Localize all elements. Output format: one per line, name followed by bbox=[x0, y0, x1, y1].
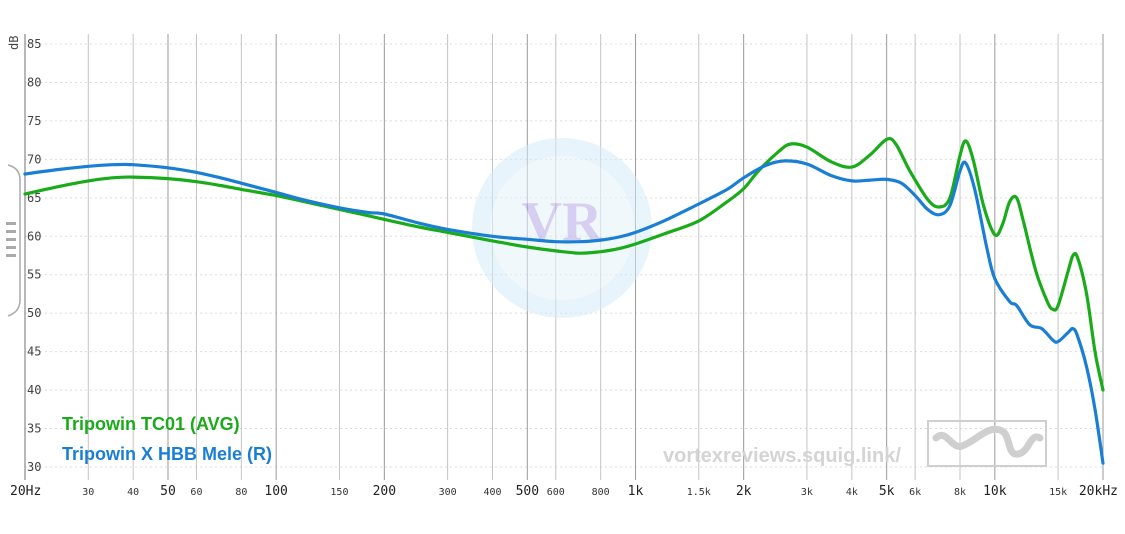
scale-handle-grip-5 bbox=[6, 254, 16, 257]
x-tick-label: 1.5k bbox=[687, 487, 711, 498]
x-tick-label: 100 bbox=[264, 484, 287, 499]
y-tick-label: 80 bbox=[27, 75, 41, 89]
scale-handle-grip-2 bbox=[6, 230, 16, 233]
scale-handle-grip-1 bbox=[6, 222, 16, 225]
x-tick-label: 20kHz bbox=[1079, 484, 1118, 499]
x-tick-label: 50 bbox=[160, 484, 176, 499]
scale-handle-grip-4 bbox=[6, 246, 16, 249]
x-tick-label: 3k bbox=[801, 487, 813, 498]
x-tick-label: 10k bbox=[983, 484, 1007, 499]
x-tick-label: 400 bbox=[483, 487, 501, 498]
y-tick-label: 75 bbox=[27, 114, 41, 128]
x-tick-label: 5k bbox=[879, 484, 895, 499]
x-tick-label: 60 bbox=[190, 487, 202, 498]
watermark-logo-inner bbox=[490, 156, 634, 300]
y-axis-label: dB bbox=[7, 36, 21, 50]
x-tick-label: 300 bbox=[439, 487, 457, 498]
x-tick-label: 40 bbox=[127, 487, 139, 498]
x-tick-label: 2k bbox=[736, 484, 752, 499]
x-tick-label: 15k bbox=[1049, 487, 1067, 498]
watermark-logo-letters: VR bbox=[522, 191, 603, 253]
y-tick-label: 40 bbox=[27, 383, 41, 397]
x-tick-label: 80 bbox=[235, 487, 247, 498]
series-line-2 bbox=[23, 159, 1105, 465]
y-tick-label: 55 bbox=[27, 268, 41, 282]
y-tick-label: 60 bbox=[27, 229, 41, 243]
x-tick-label: 6k bbox=[909, 487, 921, 498]
x-tick-label: 1k bbox=[628, 484, 644, 499]
y-tick-label: 50 bbox=[27, 306, 41, 320]
y-tick-label: 70 bbox=[27, 152, 41, 166]
x-tick-label: 500 bbox=[516, 484, 539, 499]
y-tick-label: 85 bbox=[27, 37, 41, 51]
series-lines bbox=[23, 137, 1105, 465]
x-tick-labels: 20Hz 30 40 50 60 80 100 150 200 300 400 500 600 800 1k… bbox=[10, 484, 1118, 499]
x-tick-label: 600 bbox=[547, 487, 565, 498]
legend-series-2[interactable]: Tripowin X HBB Mele (R) bbox=[62, 444, 272, 464]
scale-handle[interactable] bbox=[6, 164, 21, 317]
series-line-1 bbox=[23, 137, 1105, 392]
watermark-logo: VR bbox=[472, 138, 652, 318]
legend-series-1[interactable]: Tripowin TC01 (AVG) bbox=[62, 414, 240, 434]
x-tick-label: 200 bbox=[373, 484, 396, 499]
x-tick-label: 150 bbox=[330, 487, 348, 498]
x-tick-label: 8k bbox=[954, 487, 966, 498]
watermark-site-text: vortexreviews.squig.link/ bbox=[663, 445, 901, 467]
y-tick-label: 35 bbox=[27, 422, 41, 436]
scale-handle-grip-3 bbox=[6, 238, 16, 241]
y-tick-label: 30 bbox=[27, 460, 41, 474]
x-tick-label: 4k bbox=[846, 487, 858, 498]
x-tick-label: 20Hz bbox=[10, 484, 41, 499]
y-tick-label: 45 bbox=[27, 345, 41, 359]
x-tick-label: 30 bbox=[82, 487, 94, 498]
squig-logo-icon bbox=[927, 420, 1047, 467]
x-tick-label: 800 bbox=[592, 487, 610, 498]
scale-handle-bracket bbox=[7, 164, 21, 317]
